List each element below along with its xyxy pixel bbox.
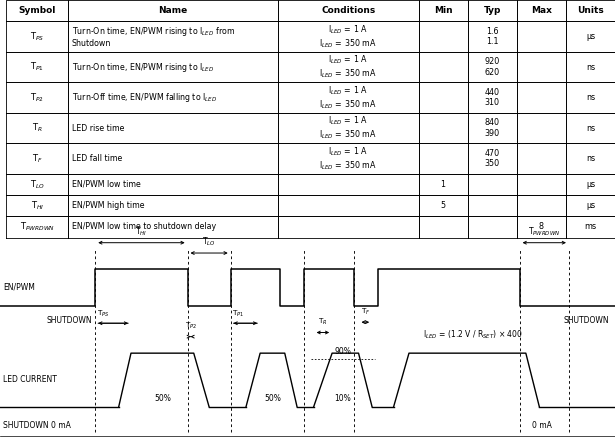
Text: T$_{PS}$: T$_{PS}$	[30, 30, 44, 43]
Text: Units: Units	[577, 6, 604, 15]
Text: I$_{LED}$ = 1 A
I$_{LED}$ = 350 mA: I$_{LED}$ = 1 A I$_{LED}$ = 350 mA	[319, 84, 377, 111]
Text: Symbol: Symbol	[18, 6, 56, 15]
Text: SHUTDOWN: SHUTDOWN	[47, 316, 92, 325]
Text: μs: μs	[586, 180, 595, 189]
Text: Min: Min	[434, 6, 453, 15]
Text: T$_{PWRDWN}$: T$_{PWRDWN}$	[20, 221, 55, 233]
Text: 10%: 10%	[335, 394, 351, 403]
Text: T$_{LO}$: T$_{LO}$	[30, 178, 45, 191]
Text: T$_R$: T$_R$	[32, 122, 42, 135]
Text: EN/PWM: EN/PWM	[3, 282, 35, 292]
Text: Turn-On time, EN/PWM rising to I$_{LED}$ from
Shutdown: Turn-On time, EN/PWM rising to I$_{LED}$…	[72, 25, 235, 48]
Text: Max: Max	[531, 6, 552, 15]
Text: μs: μs	[586, 201, 595, 210]
Text: 440
310: 440 310	[485, 88, 500, 107]
Text: 840
390: 840 390	[485, 119, 500, 138]
Text: Typ: Typ	[483, 6, 501, 15]
Text: μs: μs	[586, 32, 595, 41]
Text: 0 mA: 0 mA	[532, 421, 552, 430]
Text: 8: 8	[539, 222, 544, 231]
Text: 50%: 50%	[154, 394, 171, 403]
Text: T$_{HI}$: T$_{HI}$	[135, 225, 148, 238]
Text: 50%: 50%	[264, 394, 281, 403]
Text: I$_{LED}$ = (1.2 V / R$_{SET}$) × 400: I$_{LED}$ = (1.2 V / R$_{SET}$) × 400	[423, 328, 523, 341]
Text: Turn-Off time, EN/PWM falling to I$_{LED}$: Turn-Off time, EN/PWM falling to I$_{LED…	[72, 91, 217, 104]
Text: T$_{PS}$: T$_{PS}$	[97, 309, 109, 319]
Text: T$_{P1}$: T$_{P1}$	[232, 309, 245, 319]
Text: I$_{LED}$ = 1 A
I$_{LED}$ = 350 mA: I$_{LED}$ = 1 A I$_{LED}$ = 350 mA	[319, 115, 377, 142]
Text: SHUTDOWN: SHUTDOWN	[563, 316, 609, 325]
Text: Name: Name	[159, 6, 188, 15]
Text: T$_F$: T$_F$	[360, 307, 370, 317]
Text: SHUTDOWN 0 mA: SHUTDOWN 0 mA	[3, 421, 71, 430]
Text: 90%: 90%	[335, 348, 351, 357]
Text: T$_{PWRDWN}$: T$_{PWRDWN}$	[528, 225, 560, 238]
Text: I$_{LED}$ = 1 A
I$_{LED}$ = 350 mA: I$_{LED}$ = 1 A I$_{LED}$ = 350 mA	[319, 54, 377, 80]
Text: LED CURRENT: LED CURRENT	[3, 376, 57, 385]
Text: ns: ns	[586, 93, 595, 102]
Text: Conditions: Conditions	[321, 6, 375, 15]
Text: ns: ns	[586, 63, 595, 71]
Text: I$_{LED}$ = 1 A
I$_{LED}$ = 350 mA: I$_{LED}$ = 1 A I$_{LED}$ = 350 mA	[319, 23, 377, 50]
Text: Turn-On time, EN/PWM rising to I$_{LED}$: Turn-On time, EN/PWM rising to I$_{LED}$	[72, 60, 214, 74]
Text: EN/PWM high time: EN/PWM high time	[72, 201, 145, 210]
Text: T$_F$: T$_F$	[32, 152, 42, 165]
Text: EN/PWM low time: EN/PWM low time	[72, 180, 141, 189]
Text: ns: ns	[586, 154, 595, 163]
Text: 470
350: 470 350	[485, 149, 500, 168]
Text: 920
620: 920 620	[485, 57, 500, 77]
Text: T$_{LO}$: T$_{LO}$	[202, 235, 216, 248]
Text: I$_{LED}$ = 1 A
I$_{LED}$ = 350 mA: I$_{LED}$ = 1 A I$_{LED}$ = 350 mA	[319, 145, 377, 172]
Text: EN/PWM low time to shutdown delay: EN/PWM low time to shutdown delay	[72, 222, 216, 231]
Text: 1: 1	[440, 180, 446, 189]
Text: ns: ns	[586, 123, 595, 133]
Text: LED fall time: LED fall time	[72, 154, 122, 163]
Text: ms: ms	[584, 222, 597, 231]
Text: T$_{P2}$: T$_{P2}$	[30, 91, 44, 104]
Text: T$_{P1}$: T$_{P1}$	[30, 61, 44, 73]
Text: LED rise time: LED rise time	[72, 123, 124, 133]
Text: 5: 5	[440, 201, 446, 210]
Text: T$_{P2}$: T$_{P2}$	[184, 321, 197, 332]
Text: T$_R$: T$_R$	[318, 317, 328, 327]
Text: T$_{HI}$: T$_{HI}$	[31, 199, 44, 212]
Text: 1.6
1.1: 1.6 1.1	[486, 27, 499, 46]
